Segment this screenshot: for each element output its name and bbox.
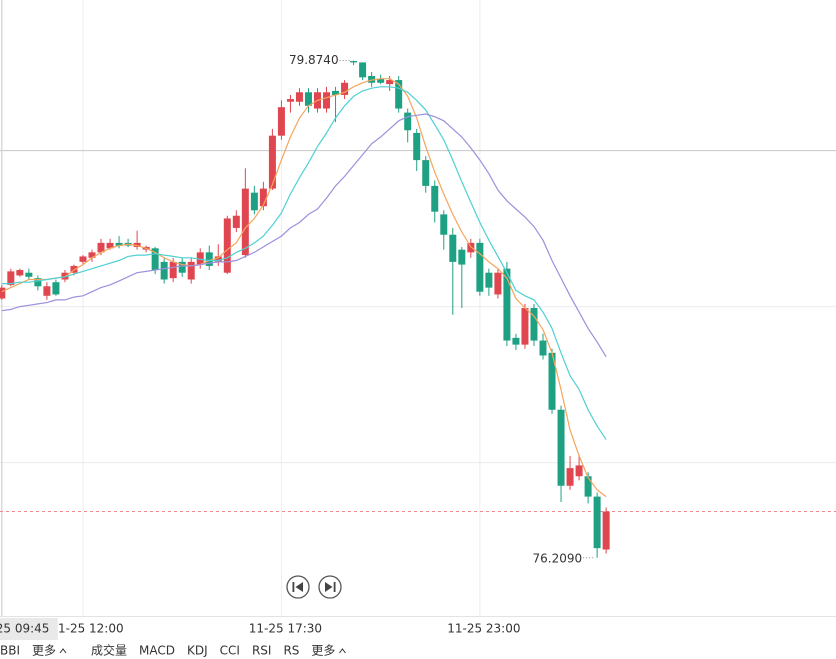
indicator-tab[interactable]: BBI: [0, 644, 20, 658]
candle-body: [223, 218, 231, 273]
x-tick-label: 11-25 12:00: [50, 622, 123, 636]
candle-body: [602, 511, 610, 550]
candle-body: [277, 107, 285, 136]
toolbar: BBI 更多 成交量 MACD KDJ CCI RSI RS 更多: [0, 643, 346, 658]
candle-body: [7, 271, 15, 285]
candle-body: [232, 215, 240, 228]
candle-body: [0, 287, 6, 299]
candle-body: [422, 160, 430, 186]
candle-body: [250, 192, 258, 211]
candle-body: [530, 308, 538, 341]
candle-body: [512, 337, 520, 345]
candle-body: [169, 261, 177, 279]
candle-body: [286, 99, 294, 102]
candle-body: [485, 272, 493, 288]
indicator-tab[interactable]: 成交量: [91, 643, 127, 658]
candle-body: [377, 78, 385, 83]
candle-body: [548, 352, 556, 410]
candle-body: [16, 270, 24, 276]
candle-body: [350, 61, 358, 63]
candle-body: [593, 496, 601, 549]
more-button[interactable]: 更多: [311, 644, 335, 658]
candle-body: [395, 80, 403, 109]
candle-body: [323, 92, 331, 109]
candle-body: [449, 234, 457, 262]
indicator-tab[interactable]: KDJ: [187, 644, 208, 658]
candle-body: [214, 256, 222, 262]
candle-body: [431, 185, 439, 212]
playback-prev[interactable]: [286, 575, 310, 599]
ma-line: [1, 86, 607, 440]
indicator-tab[interactable]: CCI: [220, 644, 240, 658]
extreme-label: 79.8740: [289, 53, 339, 67]
candle-body: [368, 75, 376, 83]
candle-body: [196, 252, 204, 265]
candle-body: [88, 252, 96, 258]
candle-body: [97, 242, 105, 253]
candle-body: [304, 92, 312, 106]
extreme-label: 76.2090: [532, 551, 582, 565]
candle-body: [476, 242, 484, 292]
candle-body: [160, 261, 168, 280]
plot: 11-25 12:00 11-25 17:30 11-25 23:00 11-25 0…: [0, 0, 836, 640]
crosshair-label-box: [0, 618, 58, 640]
playback-next[interactable]: [318, 575, 342, 599]
indicator-tab[interactable]: RS: [283, 644, 299, 658]
candle-body: [440, 214, 448, 235]
candle-body: [341, 82, 349, 95]
candle-body: [494, 272, 502, 295]
indicator-tab[interactable]: RSI: [252, 644, 272, 658]
candle-body: [404, 112, 412, 131]
candle-body: [458, 249, 466, 265]
indicator-tab[interactable]: MACD: [139, 644, 175, 658]
candle-body: [295, 92, 303, 102]
candle-body: [106, 242, 114, 249]
candle-body: [133, 242, 141, 247]
candle-body: [52, 282, 60, 295]
candle-body: [413, 132, 421, 161]
ma-line: [1, 113, 607, 358]
candle-body: [79, 256, 87, 262]
candle-body: [332, 90, 340, 95]
ma-line: [1, 78, 607, 498]
candle-body: [539, 340, 547, 356]
candle-body: [584, 476, 592, 497]
candle-body: [557, 409, 565, 486]
candle-body: [566, 468, 574, 486]
candle-body: [178, 261, 186, 273]
candle-body: [25, 272, 33, 277]
candle-body: [241, 188, 249, 256]
candle-body: [151, 248, 159, 271]
caret: [339, 648, 346, 654]
candle-body: [115, 242, 123, 246]
candle-body: [386, 80, 394, 85]
candle-body: [205, 252, 213, 266]
candle-body: [259, 188, 267, 207]
more-button[interactable]: 更多: [32, 644, 56, 658]
candle-body: [359, 62, 367, 78]
x-tick-label: 11-25 23:00: [447, 622, 520, 636]
caret: [59, 648, 67, 654]
candle-body: [187, 261, 195, 280]
x-tick-label: 11-25 17:30: [249, 622, 322, 636]
candle-body: [521, 308, 529, 345]
candle-body: [503, 268, 511, 341]
candle-body: [268, 135, 276, 189]
crosshair-x-label: 11-25 09:45: [0, 622, 49, 636]
candle-body: [575, 465, 583, 477]
candle-body: [43, 286, 51, 296]
candle-body: [34, 278, 42, 287]
